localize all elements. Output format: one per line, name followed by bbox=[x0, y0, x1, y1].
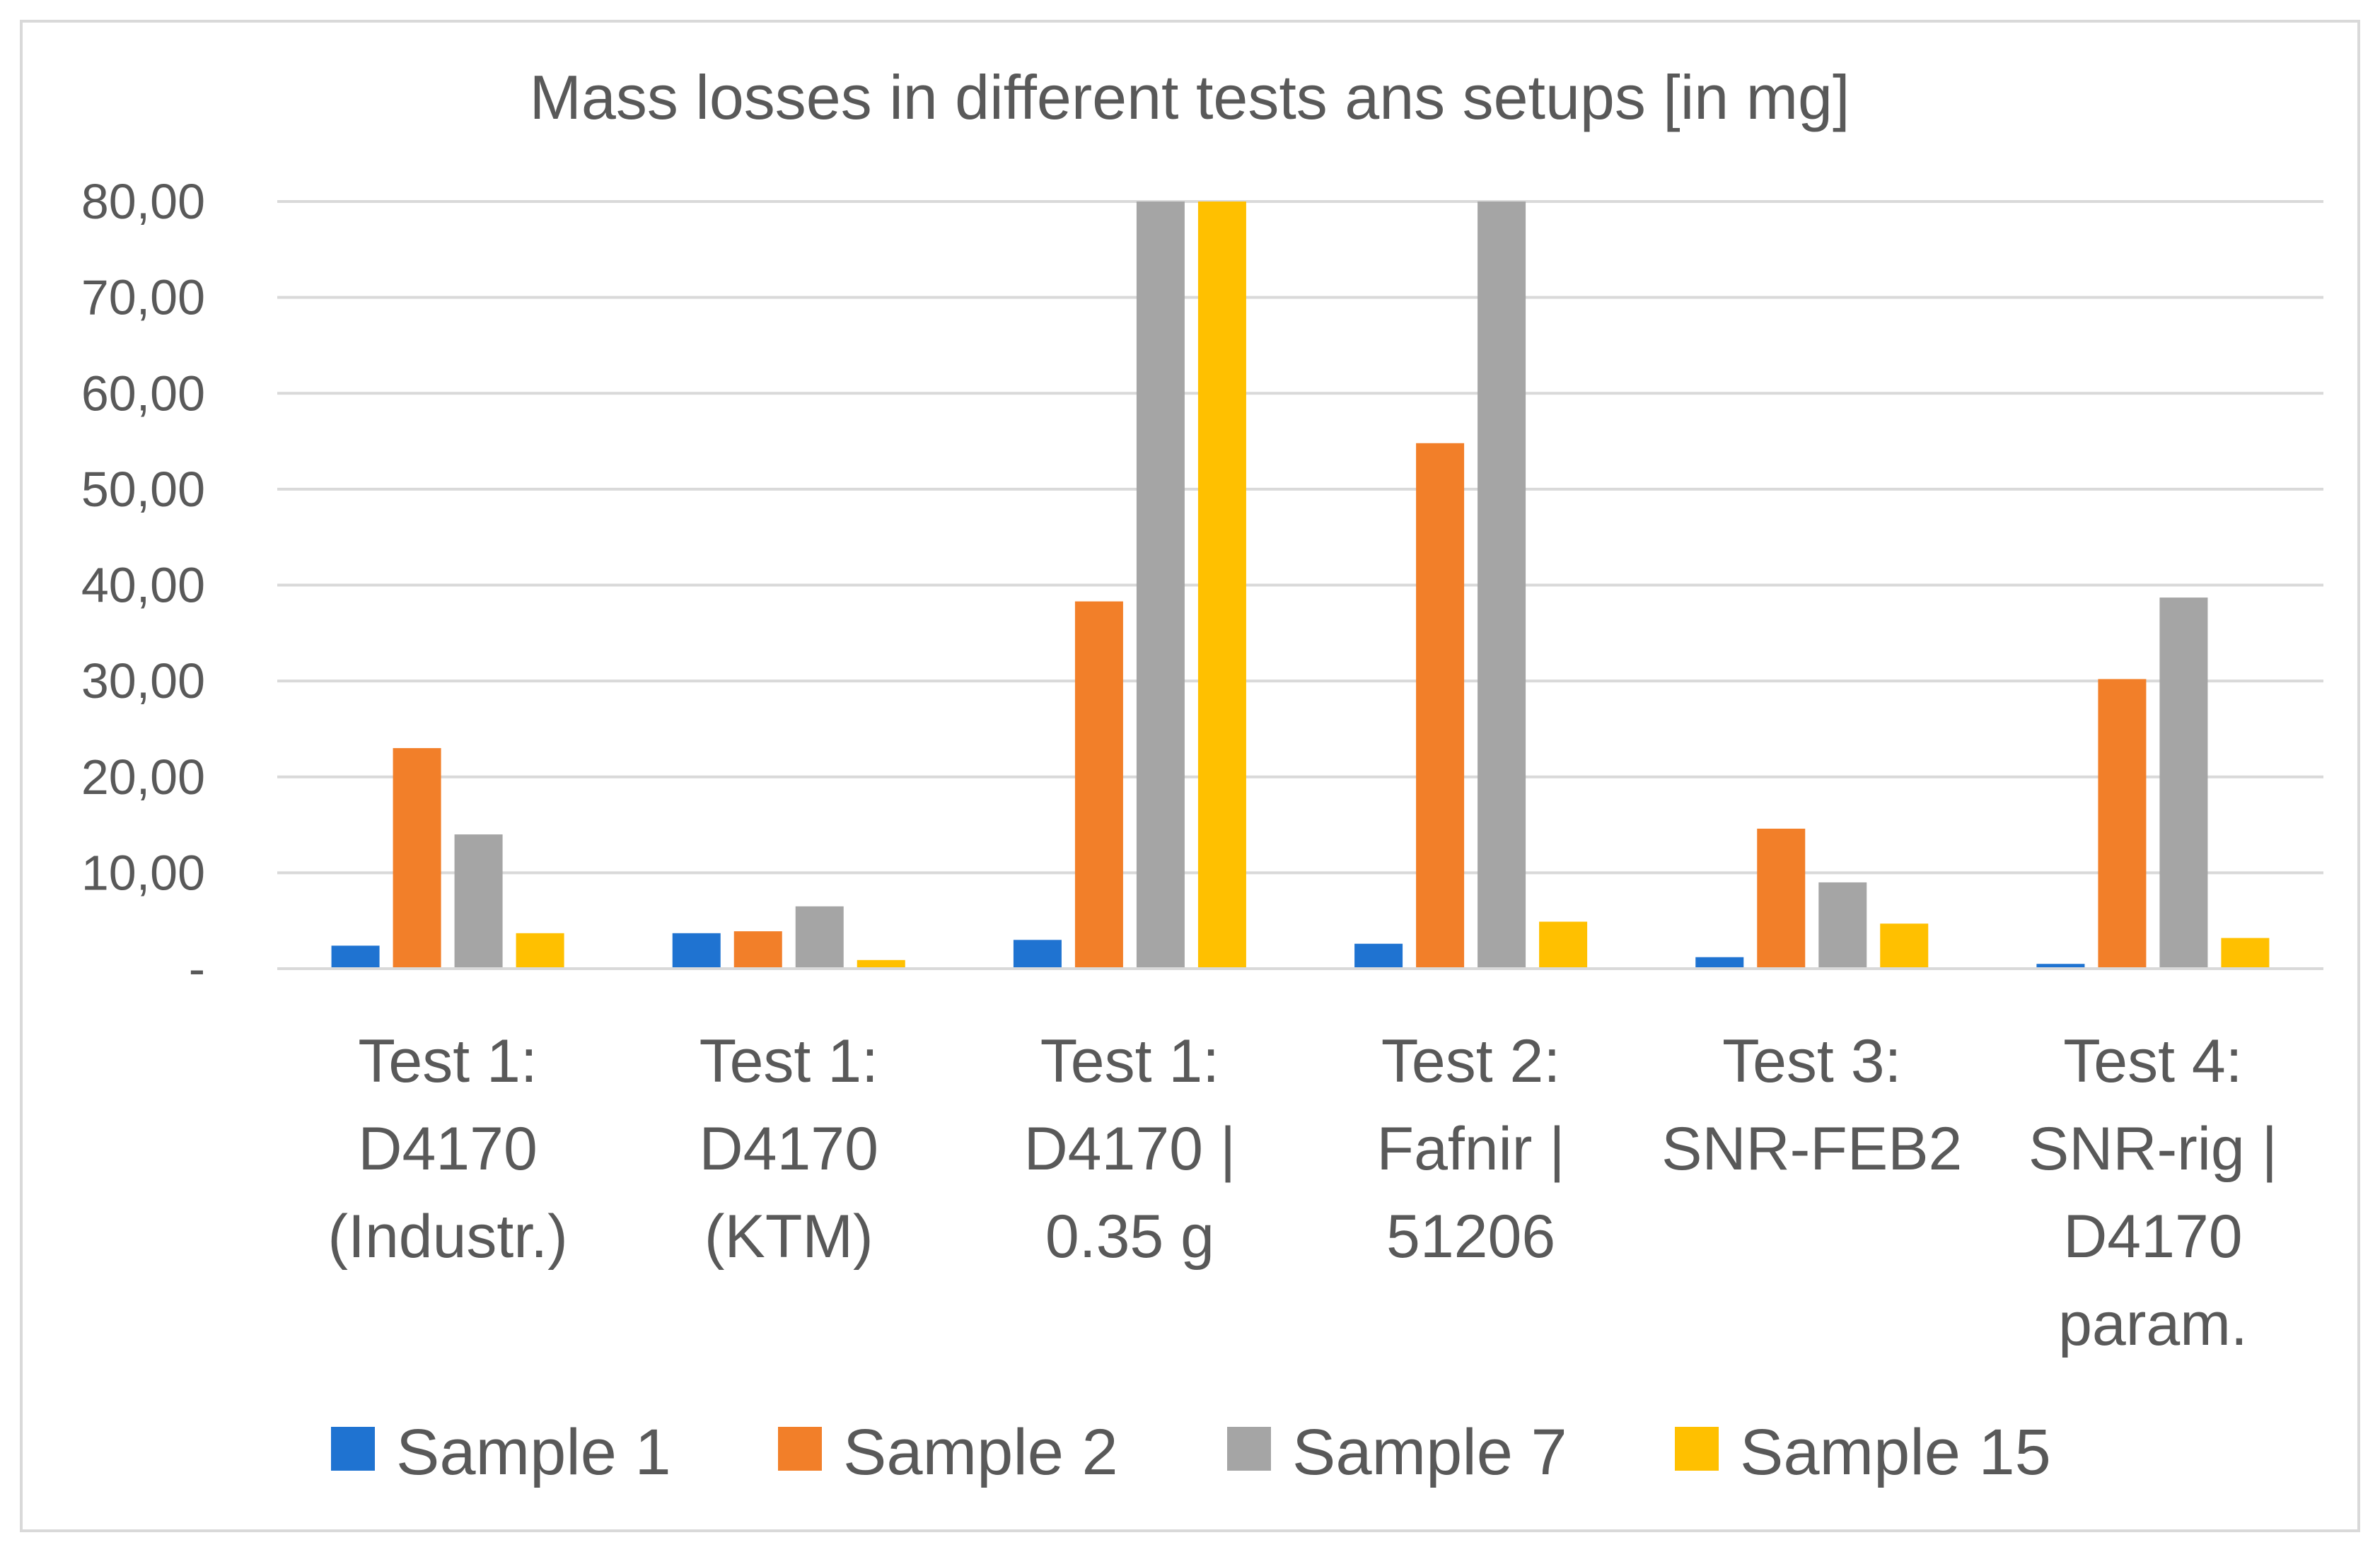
x-tick-label-line: 0.35 g bbox=[1045, 1203, 1214, 1271]
x-tick-label-line: (KTM) bbox=[704, 1203, 873, 1271]
x-tick-label-line: (Industr.) bbox=[327, 1203, 567, 1271]
bar-sample-1 bbox=[672, 933, 721, 969]
bar-sample-15 bbox=[1880, 923, 1929, 969]
bar-sample-15 bbox=[2221, 938, 2270, 969]
bar-sample-15 bbox=[1539, 921, 1588, 969]
legend-swatch bbox=[778, 1427, 822, 1471]
x-tick-label-line: SNR-rig | bbox=[2028, 1115, 2277, 1183]
y-tick-label: 10,00 bbox=[81, 845, 205, 900]
x-tick-label: Test 1: D4170 (Industr.) bbox=[327, 1027, 567, 1271]
y-axis-ticks: - 10,00 20,00 30,00 40,00 50,00 60,00 70,00 80,0… bbox=[81, 174, 205, 996]
x-axis-labels: Test 1:D4170(Industr.)Test 1:D4170(KTM)T… bbox=[327, 1027, 2277, 1358]
y-tick-label: 70,00 bbox=[81, 270, 205, 325]
bars bbox=[331, 202, 2270, 969]
x-tick-label-line: SNR-FEB2 bbox=[1661, 1115, 1962, 1183]
bar-sample-1 bbox=[1013, 940, 1062, 969]
x-tick-label-line: Test 1: bbox=[700, 1027, 878, 1095]
x-tick-label: Test 1: D4170 (KTM) bbox=[700, 1027, 878, 1271]
bar-sample-15 bbox=[516, 933, 564, 969]
bar-sample-1 bbox=[2036, 964, 2085, 969]
x-tick-label-line: Test 1: bbox=[358, 1027, 537, 1095]
y-tick-label: 30,00 bbox=[81, 653, 205, 708]
legend-label: Sample 1 bbox=[396, 1416, 671, 1488]
bar-sample-7 bbox=[1478, 202, 1526, 969]
legend-swatch bbox=[1675, 1427, 1719, 1471]
gridlines bbox=[277, 200, 2323, 875]
x-tick-label: Test 4: SNR-rig | D4170 param. bbox=[2028, 1027, 2277, 1358]
bar-sample-2 bbox=[1757, 828, 1806, 969]
bar-sample-15 bbox=[857, 959, 905, 969]
y-tick-label: 50,00 bbox=[81, 462, 205, 517]
x-tick-label-line: D4170 | bbox=[1024, 1115, 1236, 1183]
bar-sample-7 bbox=[1136, 202, 1185, 969]
chart-title: Mass losses in different tests ans setup… bbox=[530, 62, 1850, 132]
bar-sample-7 bbox=[2159, 597, 2208, 969]
y-tick-label: 20,00 bbox=[81, 749, 205, 805]
x-tick-label-line: Test 3: bbox=[1722, 1027, 1901, 1095]
legend-item: Sample 7 bbox=[1227, 1416, 1567, 1488]
x-tick-label-line: D4170 bbox=[700, 1115, 878, 1183]
x-tick-label-line: param. bbox=[2058, 1290, 2248, 1358]
bar-sample-1 bbox=[1695, 957, 1744, 969]
bar-sample-2 bbox=[2098, 679, 2147, 969]
x-tick-label: Test 3: SNR-FEB2 bbox=[1661, 1027, 1962, 1183]
legend-label: Sample 2 bbox=[843, 1416, 1118, 1488]
legend-swatch bbox=[1227, 1427, 1271, 1471]
x-tick-label-line: D4170 bbox=[358, 1115, 537, 1183]
bar-sample-7 bbox=[454, 834, 503, 969]
legend-label: Sample 7 bbox=[1292, 1416, 1567, 1488]
bar-sample-2 bbox=[393, 748, 441, 969]
y-tick-label: 60,00 bbox=[81, 366, 205, 421]
bar-sample-1 bbox=[1354, 943, 1403, 969]
x-tick-label-line: Fafnir | bbox=[1377, 1115, 1565, 1183]
legend-label: Sample 15 bbox=[1740, 1416, 2051, 1488]
bar-sample-7 bbox=[1818, 882, 1867, 969]
bar-sample-15 bbox=[1197, 202, 1246, 969]
legend-swatch bbox=[331, 1427, 375, 1471]
x-tick-label: Test 1: D4170 | 0.35 g bbox=[1024, 1027, 1236, 1271]
bar-sample-1 bbox=[331, 945, 380, 969]
x-tick-label-line: Test 4: bbox=[2063, 1027, 2242, 1095]
bar-sample-2 bbox=[1416, 443, 1465, 969]
y-tick-label: 40,00 bbox=[81, 558, 205, 613]
x-tick-label-line: Test 2: bbox=[1381, 1027, 1560, 1095]
bar-sample-2 bbox=[733, 931, 782, 969]
y-tick-label: 80,00 bbox=[81, 174, 205, 229]
bar-sample-7 bbox=[795, 906, 844, 969]
legend-item: Sample 2 bbox=[778, 1416, 1118, 1488]
x-tick-label-line: 51206 bbox=[1386, 1203, 1555, 1271]
y-tick-label: - bbox=[189, 941, 205, 996]
bar-sample-2 bbox=[1074, 601, 1123, 969]
x-tick-label-line: Test 1: bbox=[1040, 1027, 1219, 1095]
x-tick-label: Test 2: Fafnir | 51206 bbox=[1377, 1027, 1565, 1271]
legend-item: Sample 15 bbox=[1675, 1416, 2051, 1488]
legend: Sample 1 Sample 2 Sample 7 Sample 15 bbox=[331, 1416, 2051, 1488]
legend-item: Sample 1 bbox=[331, 1416, 671, 1488]
x-tick-label-line: D4170 bbox=[2063, 1203, 2242, 1271]
